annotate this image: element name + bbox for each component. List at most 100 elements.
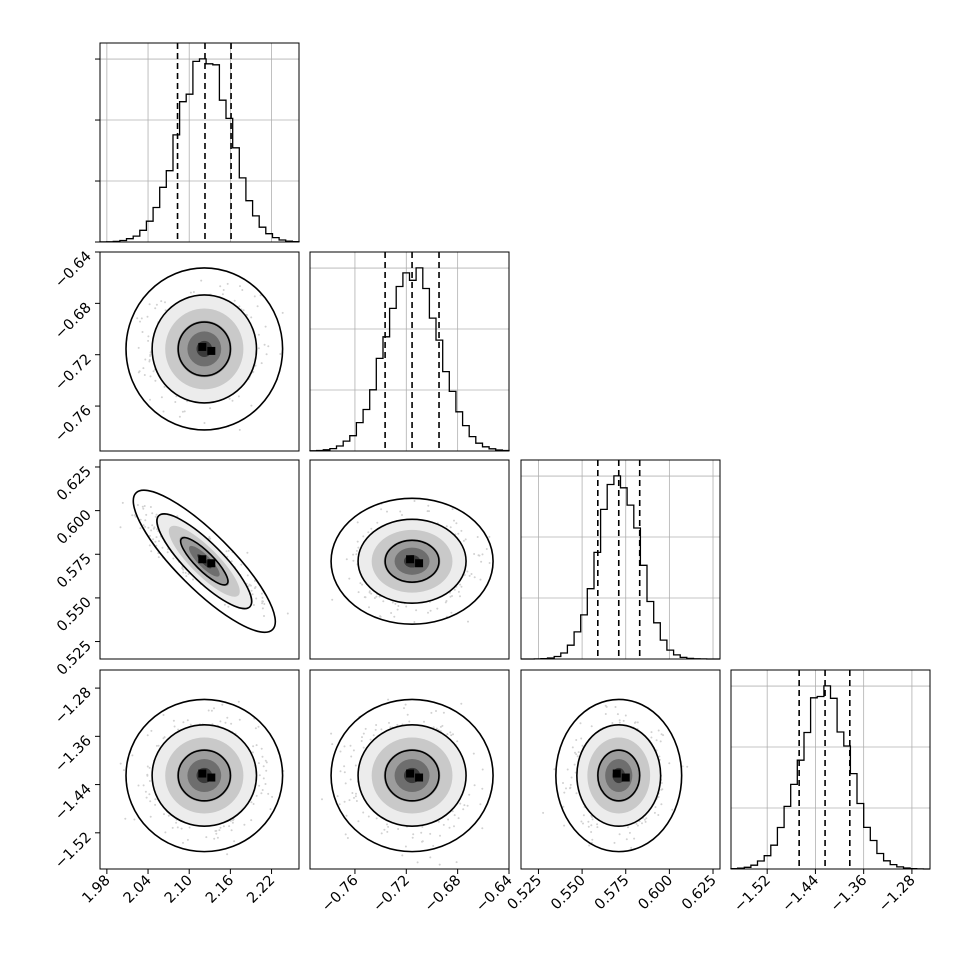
sample-point (355, 553, 358, 556)
sample-point (455, 522, 458, 525)
sample-point (614, 706, 617, 708)
y-tick-label: −1.44 (52, 781, 95, 824)
sample-point (457, 817, 460, 820)
sample-point (660, 788, 663, 791)
sample-point (479, 578, 482, 581)
sample-point (238, 428, 241, 431)
sample-point (221, 703, 224, 706)
sample-point (345, 558, 348, 561)
sample-point (344, 782, 347, 785)
sample-point (451, 508, 454, 511)
sample-point (154, 307, 157, 310)
sample-point (147, 526, 150, 529)
sample-point (188, 826, 191, 829)
sample-point (343, 771, 346, 774)
sample-point (570, 776, 573, 779)
sample-point (423, 720, 425, 723)
sample-point (352, 553, 355, 556)
sample-point (412, 833, 415, 836)
sample-point (153, 526, 156, 529)
sample-point (149, 815, 152, 818)
sample-point (399, 510, 402, 513)
sample-point (447, 818, 450, 821)
sample-point (349, 744, 352, 747)
sample-point (215, 829, 218, 832)
sample-point (164, 301, 166, 304)
sample-point (370, 592, 373, 595)
contour-1 (156, 513, 253, 610)
sample-point (380, 728, 383, 731)
sample-point (262, 777, 265, 780)
sample-point (184, 571, 187, 574)
sample-point (413, 621, 416, 623)
sample-point (149, 375, 152, 378)
sample-point (158, 540, 160, 543)
sample-point (379, 615, 382, 618)
sample-point (562, 805, 565, 808)
sample-point (401, 854, 404, 857)
sample-point (382, 600, 385, 603)
sample-point (226, 282, 229, 285)
sample-point (354, 795, 357, 798)
sample-point (466, 570, 469, 573)
sample-point (339, 770, 342, 773)
sample-point (394, 602, 397, 605)
sample-point (219, 826, 222, 829)
sample-point (473, 553, 476, 555)
sample-point (182, 841, 184, 844)
sample-point (668, 762, 671, 765)
sample-point (261, 607, 264, 610)
sample-point (604, 713, 607, 715)
sample-point (421, 840, 424, 843)
sample-point (404, 703, 407, 706)
sample-point (468, 793, 471, 796)
sample-point (219, 285, 222, 288)
sample-point (404, 845, 407, 848)
sample-point (162, 410, 165, 413)
sample-point (245, 313, 248, 316)
panel-frame (99, 459, 300, 660)
sample-point (460, 585, 463, 588)
sample-point (348, 577, 351, 580)
panel-frame (99, 42, 300, 243)
sample-point (258, 784, 261, 787)
sample-point (355, 792, 357, 795)
sample-point (163, 813, 165, 816)
sample-point (437, 820, 440, 823)
sample-point (413, 500, 416, 502)
sample-point (330, 732, 333, 735)
sample-point (176, 826, 179, 829)
density-peak (406, 769, 415, 778)
scatter-panel-3-0 (99, 669, 300, 870)
panel-frame (99, 251, 300, 452)
sample-point (590, 831, 593, 833)
sample-point (373, 597, 376, 599)
sample-point (140, 317, 143, 320)
x-tick-label: 2.04 (121, 873, 155, 907)
sample-point (460, 702, 463, 705)
sample-point (457, 590, 460, 593)
sample-point (449, 526, 452, 529)
sample-point (450, 611, 453, 614)
density-peak (198, 769, 207, 778)
sample-point (172, 719, 175, 722)
sample-point (477, 554, 480, 557)
sample-point (453, 825, 455, 828)
contour-0 (384, 749, 440, 802)
sample-point (241, 289, 244, 291)
sample-point (263, 603, 266, 605)
sample-point (659, 740, 662, 743)
sample-point (265, 353, 268, 356)
sample-point (160, 396, 163, 399)
sample-point (420, 831, 423, 834)
sample-point (148, 766, 151, 769)
sample-point (257, 762, 260, 765)
sample-point (138, 370, 141, 373)
sample-point (286, 612, 289, 615)
sample-point (250, 589, 253, 592)
panel-frame (99, 669, 300, 870)
scatter-panel-2-0 (99, 459, 300, 660)
contour-0 (384, 539, 440, 583)
sample-point (161, 546, 164, 549)
sample-point (435, 710, 437, 712)
